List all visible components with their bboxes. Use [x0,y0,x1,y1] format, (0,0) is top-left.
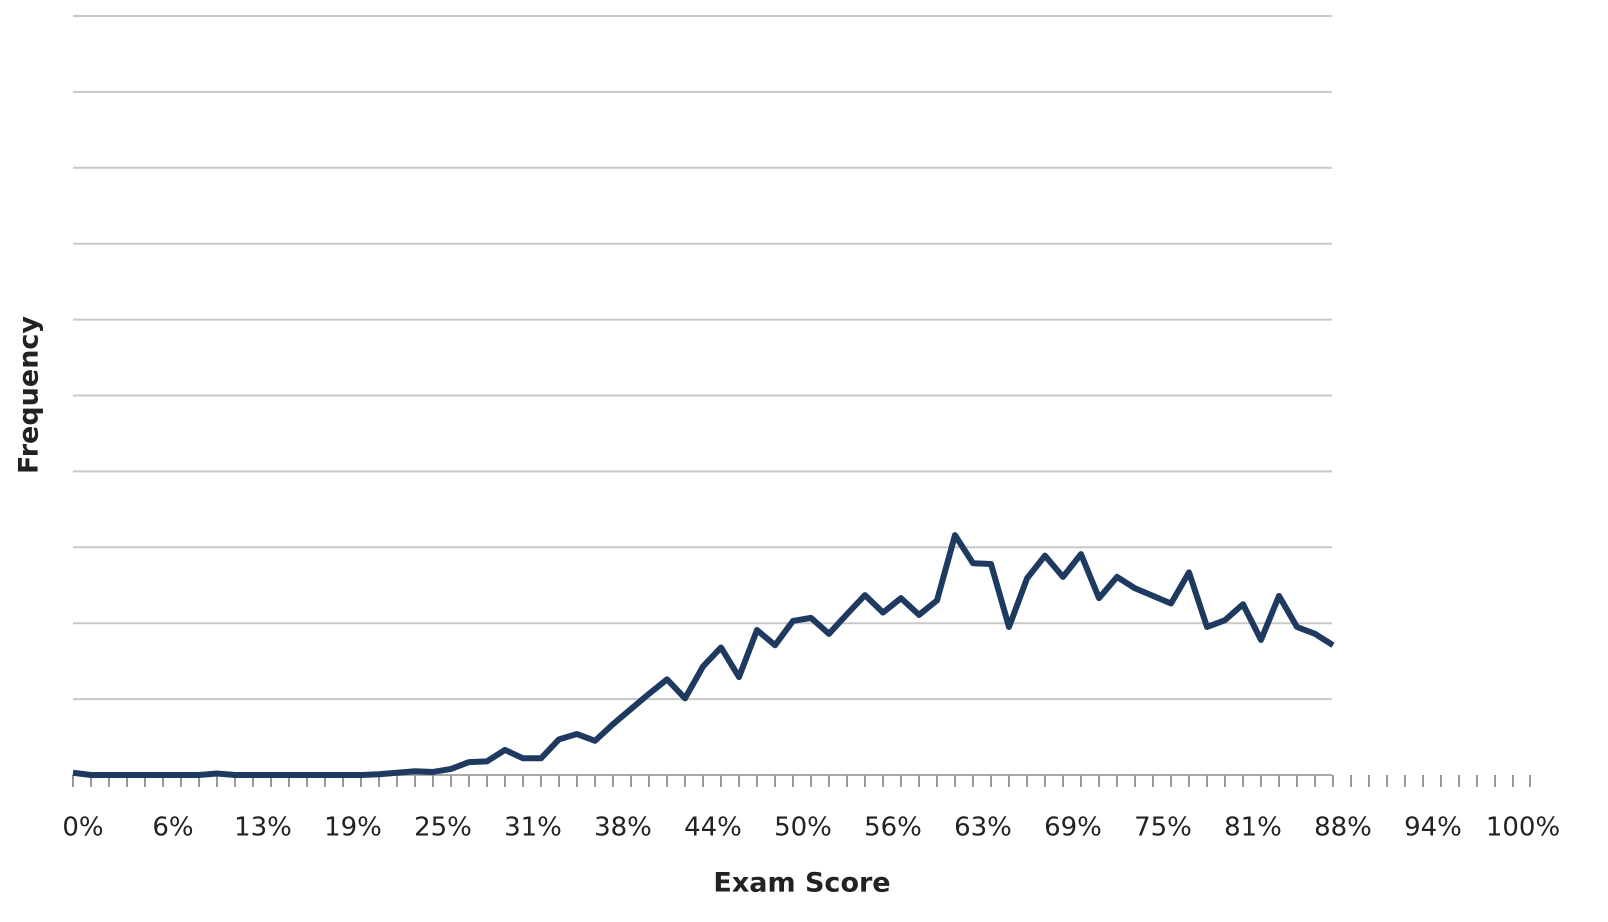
x-tick-label: 63% [954,813,1012,843]
x-tick-label: 75% [1134,813,1192,843]
x-tick-label: 0% [62,813,103,843]
x-tick-label: 69% [1044,813,1102,843]
x-axis-title: Exam Score [713,868,890,899]
x-tick-label: 56% [864,813,922,843]
x-tick-label: 88% [1314,813,1372,843]
x-tick-label: 50% [774,813,832,843]
x-tick-label: 19% [324,813,382,843]
x-tick-label: 44% [684,813,742,843]
x-tick-label: 31% [504,813,562,843]
x-tick-label: 6% [152,813,193,843]
x-tick-label: 94% [1404,813,1462,843]
x-tick-label: 13% [234,813,292,843]
x-tick-label: 38% [594,813,652,843]
y-axis-title: Frequency [14,316,45,474]
x-tick-label: 100% [1486,813,1560,843]
x-tick-label: 81% [1224,813,1282,843]
data-line [72,532,1335,778]
x-tick-label: 25% [414,813,472,843]
